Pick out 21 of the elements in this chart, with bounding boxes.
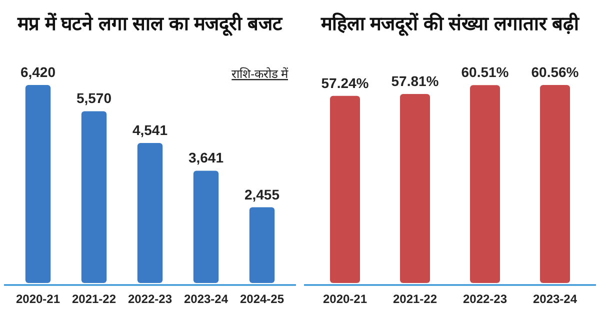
- chart-title: महिला मजदूरों की संख्या लगातार बढ़ी: [320, 12, 580, 37]
- x-tick-label: 2023-24: [184, 292, 228, 306]
- data-label: 2,455: [244, 186, 280, 202]
- x-tick-label: 2022-23: [128, 292, 172, 306]
- data-label: 60.51%: [461, 64, 510, 80]
- x-tick-label: 2020-21: [16, 292, 60, 306]
- x-tick-label: 2021-22: [72, 292, 116, 306]
- data-label: 5,570: [76, 90, 112, 106]
- x-tick-label: 2023-24: [532, 292, 578, 306]
- data-label: 4,541: [132, 122, 168, 138]
- data-label: 57.24%: [321, 74, 370, 91]
- x-tick-label: 2021-22: [392, 292, 438, 306]
- x-tick-label: 2020-21: [322, 292, 368, 306]
- data-label: 60.56%: [531, 64, 580, 80]
- text: राशि-करोड में: [232, 67, 289, 81]
- x-tick-label: 2024-25: [240, 292, 284, 306]
- x-tick-label: 2022-23: [462, 292, 508, 306]
- data-label: 3,641: [188, 150, 224, 166]
- data-label: 57.81%: [391, 72, 440, 89]
- data-label: 6,420: [20, 64, 56, 80]
- chart-title: मप्र में घटने लगा साल का मजदूरी बजट: [16, 12, 284, 37]
